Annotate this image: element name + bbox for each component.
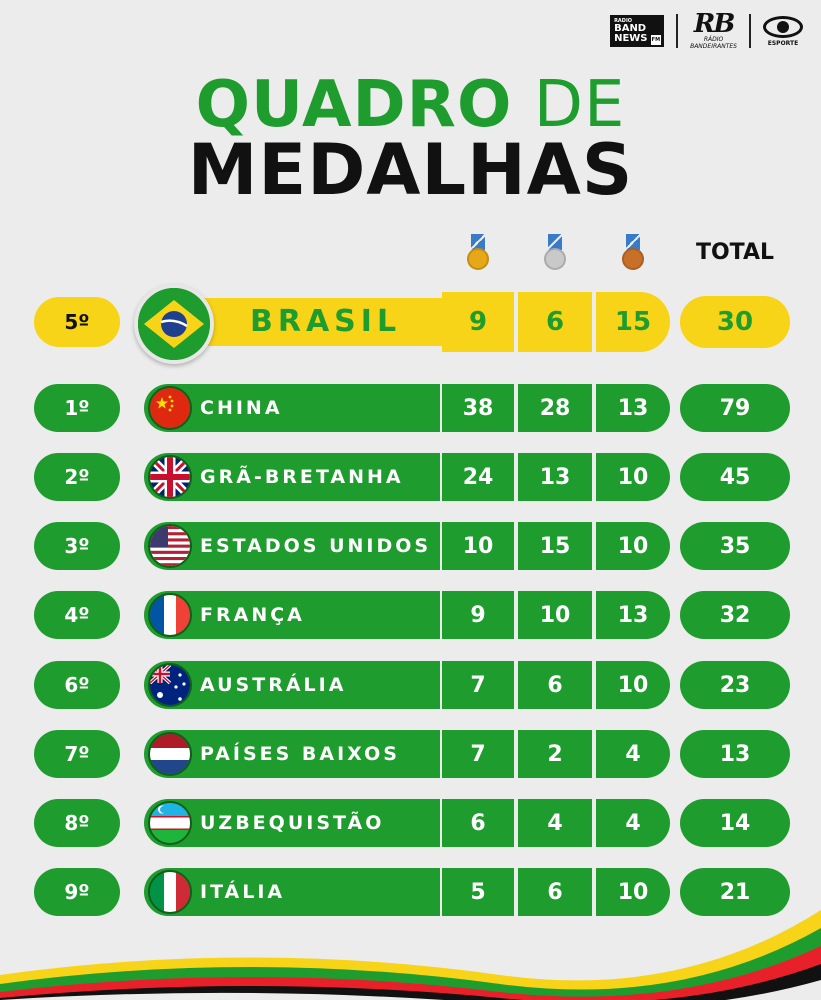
rank-badge: 1º: [34, 384, 120, 432]
broadcaster-logos: RADIO BAND NEWS FM RB RÁDIO BANDEIRANTES…: [610, 10, 803, 52]
country-bar: [144, 799, 440, 847]
rank-badge: 7º: [34, 730, 120, 778]
total-count: 79: [680, 384, 790, 432]
total-count: 30: [680, 296, 790, 348]
silver-medal-icon: [543, 234, 567, 272]
table-row: 1º CHINA 38 28 13 79: [0, 380, 821, 436]
silver-count: 6: [518, 292, 592, 352]
radio-bandeirantes-logo: RB RÁDIO BANDEIRANTES: [690, 9, 737, 50]
gold-count: 7: [442, 730, 514, 778]
country-bar: [144, 661, 440, 709]
total-count: 35: [680, 522, 790, 570]
country-name: CHINA: [200, 397, 283, 419]
rank-badge: 2º: [34, 453, 120, 501]
china-flag-icon: [148, 386, 192, 430]
silver-count: 6: [518, 868, 592, 916]
table-row: 3º ESTADOS UNIDOS 10 15 10 35: [0, 518, 821, 574]
total-count: 21: [680, 868, 790, 916]
brazil-flag-icon: [134, 284, 214, 364]
france-flag-icon: [148, 593, 192, 637]
country-name: GRÃ-BRETANHA: [200, 466, 404, 488]
highlight-row-brasil: 5º BRASIL 9 6 15 30: [0, 284, 821, 364]
bronze-count: 10: [596, 868, 670, 916]
uzbekistan-flag-icon: [148, 801, 192, 845]
country-name: ITÁLIA: [200, 881, 286, 903]
silver-count: 28: [518, 384, 592, 432]
rank-badge: 3º: [34, 522, 120, 570]
gold-medal-icon: [466, 234, 490, 272]
gold-count: 9: [442, 292, 514, 352]
bronze-count: 4: [596, 730, 670, 778]
country-name: UZBEQUISTÃO: [200, 812, 385, 834]
rank-badge: 5º: [34, 297, 120, 347]
bronze-count: 4: [596, 799, 670, 847]
logo-divider: [676, 14, 679, 48]
country-bar: [144, 868, 440, 916]
gold-count: 7: [442, 661, 514, 709]
table-row: 4º FRANÇA 9 10 13 32: [0, 587, 821, 643]
page-title-line2: MEDALHAS: [187, 129, 634, 211]
table-row: 8º UZBEQUISTÃO 6 4 4 14: [0, 795, 821, 851]
country-bar: [144, 591, 440, 639]
decorative-waves: [0, 910, 821, 1000]
band-esporte-logo: ESPORTE: [763, 15, 803, 47]
total-count: 23: [680, 661, 790, 709]
page-title-line1: QUADRO DE: [195, 68, 626, 142]
gold-count: 9: [442, 591, 514, 639]
silver-count: 6: [518, 661, 592, 709]
total-header: TOTAL: [695, 240, 775, 265]
country-name: PAÍSES BAIXOS: [200, 743, 400, 765]
table-row: 2º GRÃ-BRETANHA 24 13 10 45: [0, 449, 821, 505]
country-name: BRASIL: [250, 304, 402, 339]
country-bar: [144, 453, 440, 501]
rank-badge: 9º: [34, 868, 120, 916]
bronze-count: 10: [596, 522, 670, 570]
uk-flag-icon: [148, 455, 192, 499]
bandnews-fm-logo: RADIO BAND NEWS FM: [610, 15, 665, 47]
rank-badge: 4º: [34, 591, 120, 639]
netherlands-flag-icon: [148, 732, 192, 776]
australia-flag-icon: [148, 663, 192, 707]
bronze-count: 13: [596, 591, 670, 639]
total-count: 45: [680, 453, 790, 501]
country-bar: [144, 730, 440, 778]
table-row: 7º PAÍSES BAIXOS 7 2 4 13: [0, 726, 821, 782]
logo-divider: [749, 14, 751, 48]
silver-count: 15: [518, 522, 592, 570]
country-name: FRANÇA: [200, 604, 305, 626]
gold-count: 6: [442, 799, 514, 847]
table-row: 6º AUSTRÁLIA 7 6 10 23: [0, 657, 821, 713]
rank-badge: 8º: [34, 799, 120, 847]
total-count: 32: [680, 591, 790, 639]
table-row: 9º ITÁLIA 5 6 10 21: [0, 864, 821, 920]
bronze-medal-icon: [621, 234, 645, 272]
silver-count: 2: [518, 730, 592, 778]
total-count: 13: [680, 730, 790, 778]
gold-count: 5: [442, 868, 514, 916]
country-bar: [144, 384, 440, 432]
bronze-count: 10: [596, 661, 670, 709]
country-bar: [144, 522, 440, 570]
italy-flag-icon: [148, 870, 192, 914]
country-name: AUSTRÁLIA: [200, 674, 347, 696]
total-count: 14: [680, 799, 790, 847]
bronze-count: 15: [596, 292, 670, 352]
rank-badge: 6º: [34, 661, 120, 709]
bronze-count: 13: [596, 384, 670, 432]
country-name: ESTADOS UNIDOS: [200, 535, 432, 557]
silver-count: 10: [518, 591, 592, 639]
eye-icon: [763, 15, 803, 38]
gold-count: 10: [442, 522, 514, 570]
usa-flag-icon: [148, 524, 192, 568]
silver-count: 13: [518, 453, 592, 501]
gold-count: 24: [442, 453, 514, 501]
gold-count: 38: [442, 384, 514, 432]
bronze-count: 10: [596, 453, 670, 501]
silver-count: 4: [518, 799, 592, 847]
